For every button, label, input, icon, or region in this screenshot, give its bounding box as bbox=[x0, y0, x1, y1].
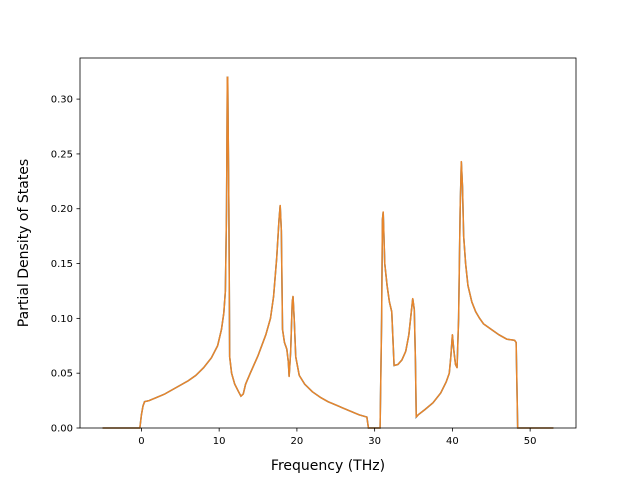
x-axis-ticks: 0 10 20 30 40 50 bbox=[138, 428, 536, 447]
series-line-under-0 bbox=[102, 76, 554, 429]
x-tick-label: 30 bbox=[368, 436, 381, 447]
y-tick-label: 0.05 bbox=[51, 369, 73, 380]
y-tick-label: 0.00 bbox=[51, 424, 73, 435]
x-axis-label: Frequency (THz) bbox=[271, 458, 385, 474]
y-tick-label: 0.20 bbox=[51, 204, 73, 215]
y-axis-label: Partial Density of States bbox=[16, 159, 32, 327]
x-tick-label: 40 bbox=[446, 436, 459, 447]
x-tick-label: 20 bbox=[291, 436, 304, 447]
y-tick-label: 0.30 bbox=[51, 95, 73, 106]
x-tick-label: 10 bbox=[213, 436, 226, 447]
under-series-layer bbox=[102, 76, 554, 429]
x-tick-label: 0 bbox=[138, 436, 144, 447]
y-tick-label: 0.25 bbox=[51, 149, 73, 160]
series-line-0 bbox=[102, 76, 554, 429]
x-tick-label: 50 bbox=[524, 436, 537, 447]
y-tick-label: 0.15 bbox=[51, 259, 73, 270]
series-layer bbox=[102, 76, 554, 429]
y-axis-ticks: 0.00 0.05 0.10 0.15 0.20 0.25 0.30 bbox=[51, 95, 80, 435]
plot-area-frame bbox=[79, 57, 577, 429]
y-tick-label: 0.10 bbox=[51, 314, 73, 325]
